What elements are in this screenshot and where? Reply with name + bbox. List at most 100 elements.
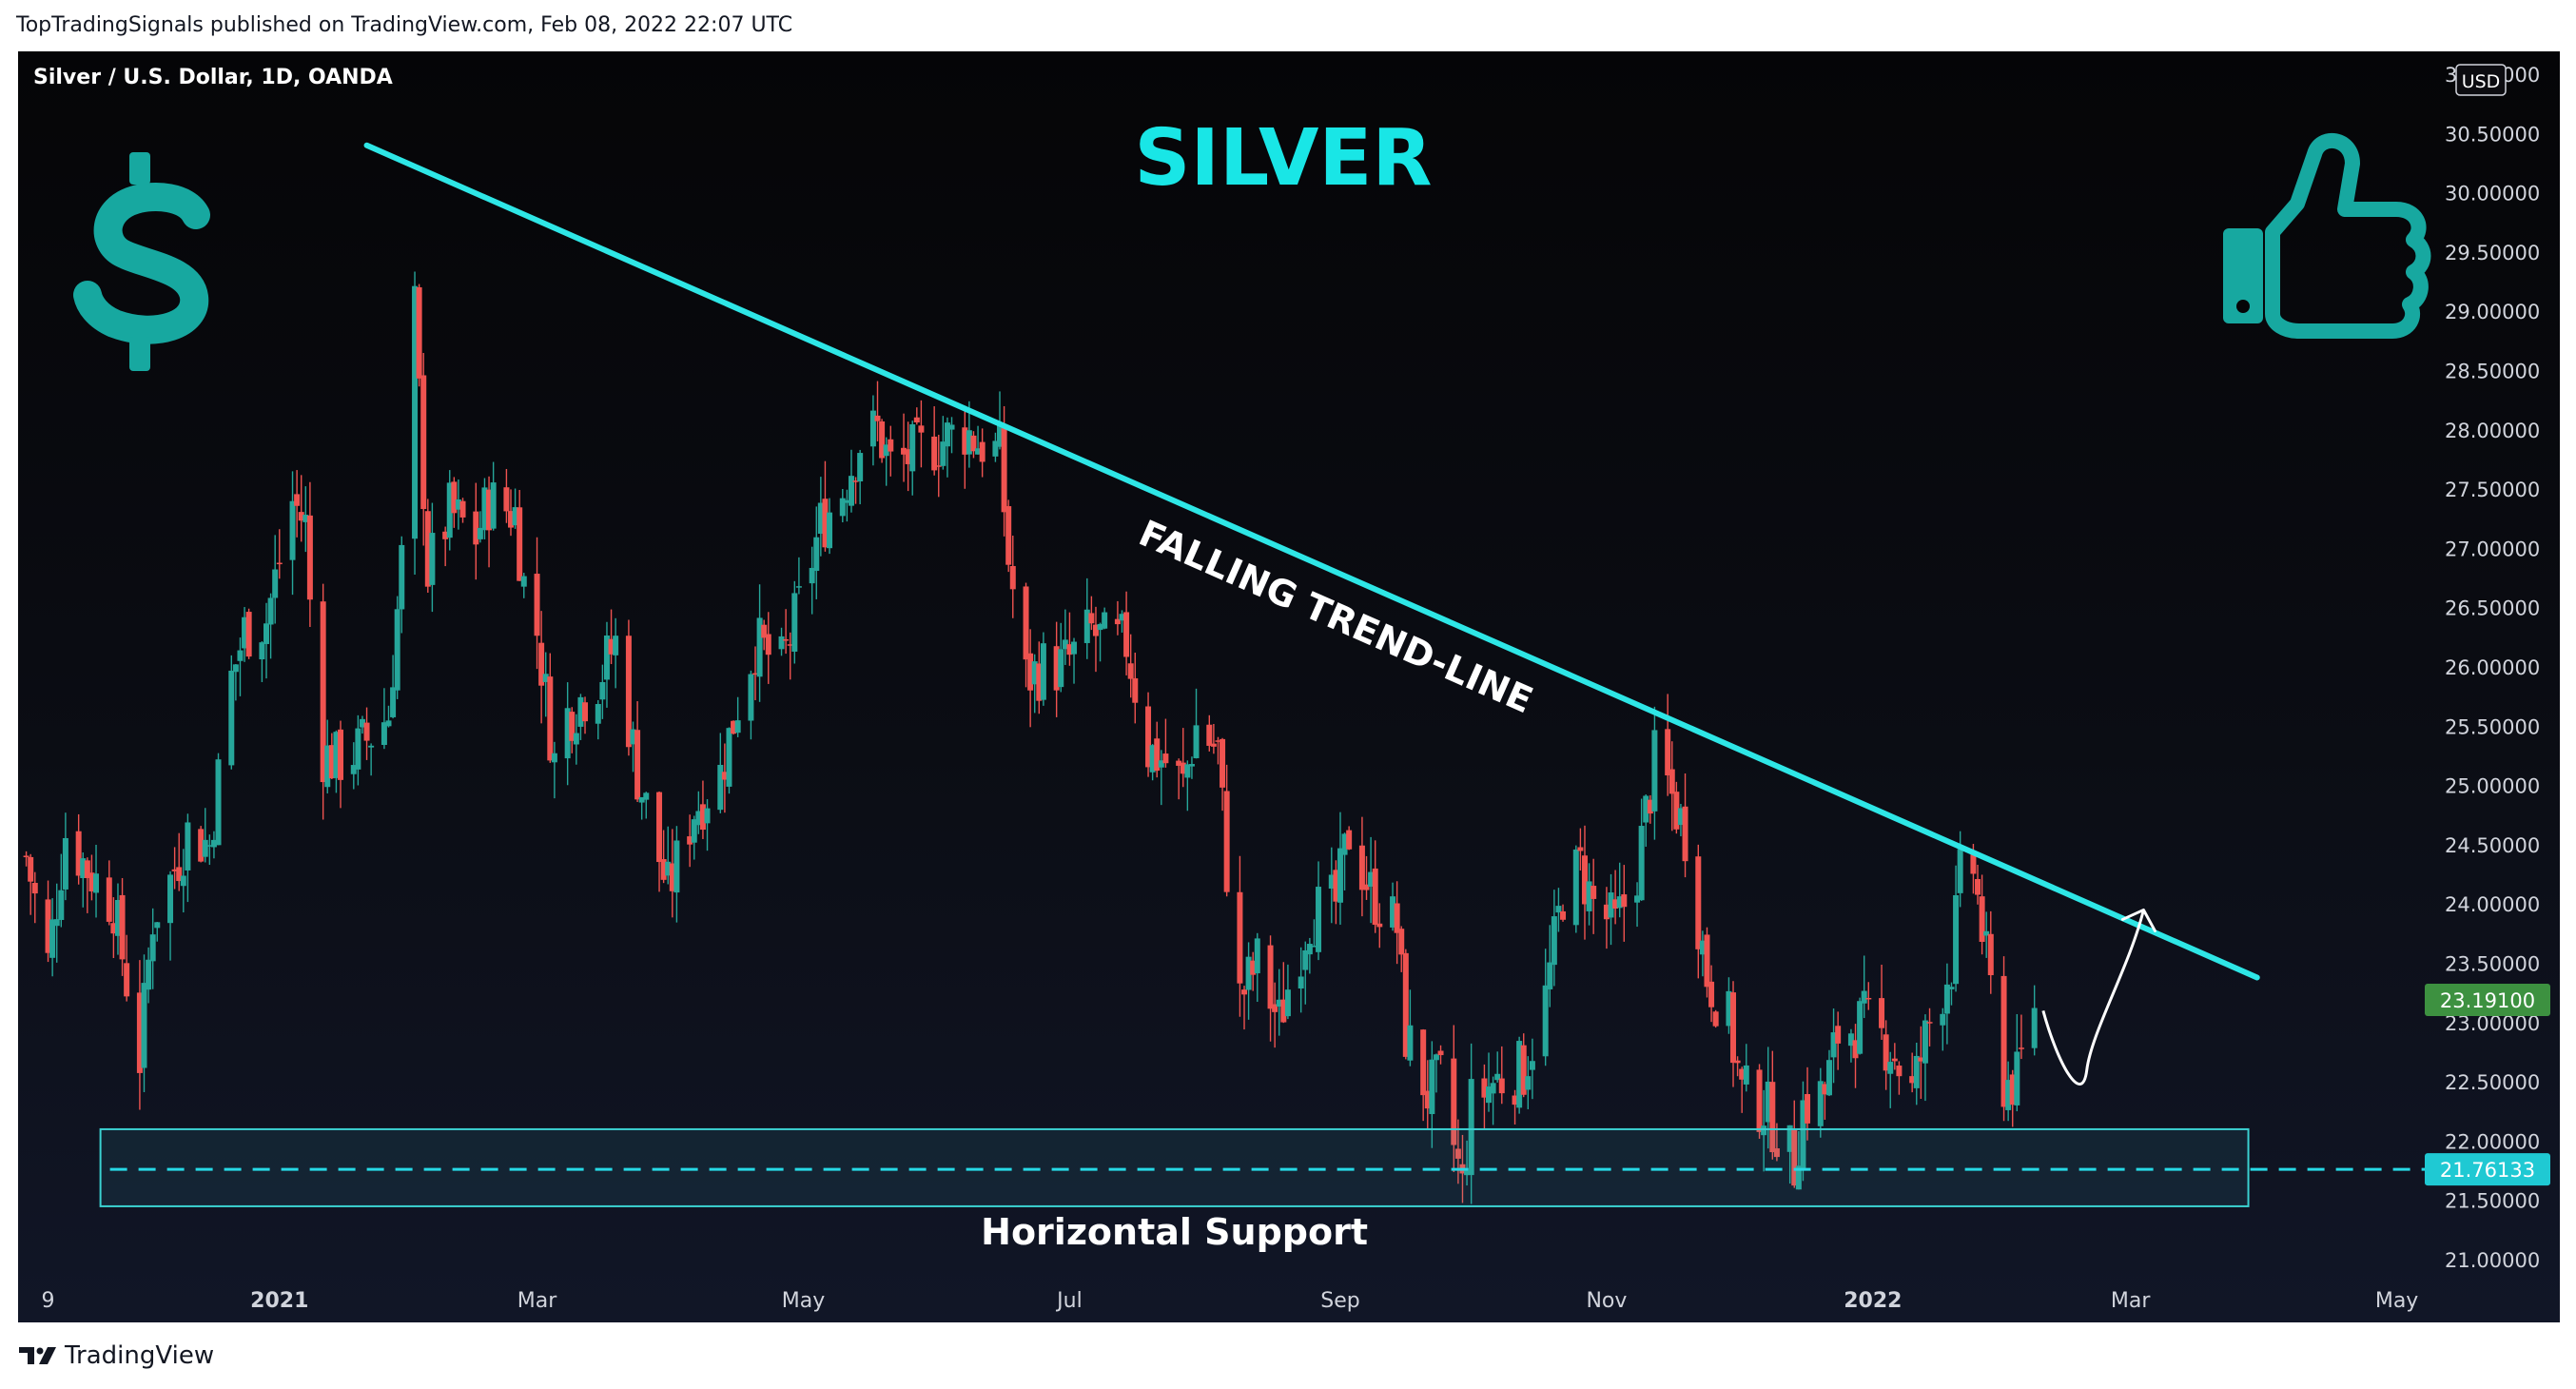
candle: [106, 860, 112, 926]
currency-badge[interactable]: USD: [2455, 64, 2507, 96]
candle-body: [455, 499, 461, 510]
candle: [272, 535, 279, 624]
candle-body: [669, 863, 675, 891]
candle: [490, 461, 497, 531]
candle-body: [171, 869, 178, 871]
candle: [634, 701, 641, 802]
candle: [517, 490, 523, 581]
candle: [726, 727, 732, 794]
candle-body: [119, 894, 126, 960]
candle-body: [2005, 1080, 2012, 1110]
candle: [569, 707, 576, 753]
candle: [381, 688, 387, 750]
candle: [1857, 997, 1864, 1055]
candle-body: [625, 636, 632, 748]
candle: [1119, 610, 1125, 633]
candle: [1586, 863, 1592, 926]
candle: [394, 596, 400, 699]
candle-body: [23, 855, 29, 858]
price-tick-label: 30.00000: [2445, 183, 2540, 205]
candle-body: [1739, 1068, 1746, 1080]
candle: [75, 813, 82, 885]
candle: [2018, 1014, 2024, 1060]
candle-body: [1634, 895, 1641, 903]
candle-body: [1220, 738, 1226, 788]
candle: [1665, 694, 1671, 796]
candle: [455, 479, 461, 530]
candle: [289, 471, 296, 596]
published-caption: TopTradingSignals published on TradingVi…: [16, 13, 793, 37]
candle-body: [569, 712, 576, 741]
candle-body: [259, 642, 265, 660]
candle: [761, 619, 768, 651]
candle-body: [778, 636, 785, 650]
candle-body: [748, 674, 754, 721]
candle: [1031, 654, 1038, 714]
candle-body: [149, 934, 156, 962]
candle: [1647, 794, 1653, 824]
candle: [1603, 887, 1610, 949]
candle: [1437, 1045, 1444, 1065]
candle-body: [1608, 892, 1614, 918]
candle: [368, 743, 375, 776]
price-axis[interactable]: 31.0000030.5000030.0000029.5000029.00000…: [2445, 64, 2540, 1272]
candle: [795, 557, 802, 595]
candle: [245, 608, 252, 659]
candle-body: [1468, 1079, 1474, 1176]
candle: [1023, 582, 1029, 688]
candle-body: [124, 963, 130, 997]
candle: [1062, 609, 1068, 665]
candle-body: [114, 900, 121, 936]
price-tick-label: 27.50000: [2445, 479, 2540, 501]
candle-body: [1058, 649, 1064, 688]
candle-body: [1149, 745, 1156, 773]
candle: [1825, 1049, 1832, 1097]
candle-body: [477, 527, 483, 539]
candle-body: [276, 562, 283, 565]
candle-body: [1795, 1165, 1802, 1190]
candle-body: [359, 718, 365, 728]
candle-body: [1512, 1095, 1518, 1105]
candle: [276, 529, 283, 579]
candle: [848, 449, 854, 513]
candle: [1879, 964, 1885, 1040]
candle-body: [1918, 1057, 1924, 1062]
candle: [1581, 825, 1588, 940]
candle: [1390, 882, 1396, 931]
time-axis[interactable]: 9 2021 Mar May Jul Sep Nov 2022 Mar May: [42, 1289, 2419, 1313]
candle-body: [1542, 985, 1549, 1057]
candle-body: [215, 759, 222, 846]
candle-body: [1638, 826, 1645, 901]
candle-body: [185, 822, 191, 871]
candle-body: [62, 837, 68, 890]
candle: [53, 883, 60, 963]
candle: [1572, 845, 1579, 933]
candle-body: [1132, 677, 1139, 703]
candle-body: [1062, 639, 1068, 650]
candle: [1250, 951, 1257, 991]
candle-body: [1237, 891, 1243, 984]
candle: [669, 829, 675, 918]
chart-area[interactable]: Horizontal Support FALLING TREND-LINE SI…: [18, 51, 2560, 1322]
candle: [1987, 910, 1994, 994]
candle-body: [852, 480, 859, 482]
candle-body: [84, 860, 90, 878]
candle: [1071, 637, 1078, 684]
candle: [1490, 1076, 1496, 1125]
candle-body: [1913, 1055, 1920, 1088]
candle: [1420, 1028, 1427, 1122]
candle: [778, 627, 785, 656]
candle: [136, 960, 143, 1110]
candle-body: [1276, 999, 1282, 1008]
candle-body: [1337, 848, 1343, 903]
candle-body: [975, 448, 982, 455]
falling-trendline[interactable]: [363, 142, 2260, 981]
candle: [1306, 937, 1313, 974]
candle-body: [695, 811, 702, 826]
candle: [473, 482, 479, 580]
candle-body: [1887, 1062, 1894, 1074]
candle-body: [1215, 740, 1221, 742]
tradingview-branding[interactable]: TradingView: [19, 1341, 214, 1370]
candle: [1009, 536, 1016, 618]
candle-body: [1066, 644, 1073, 655]
